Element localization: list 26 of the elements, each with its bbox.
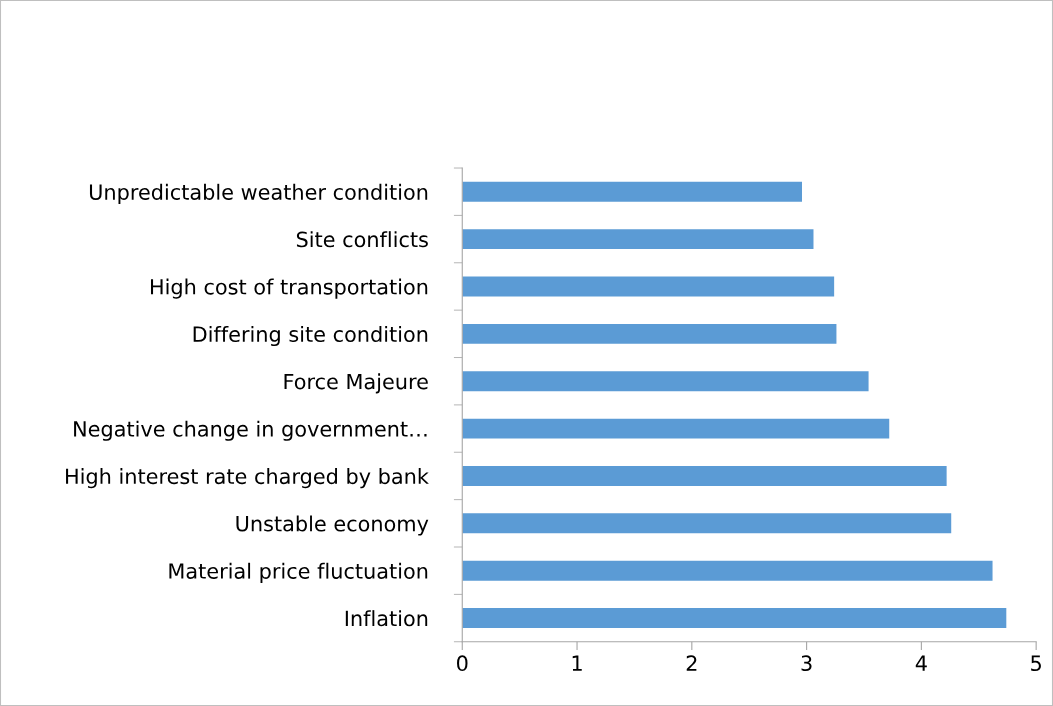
y-tick-label: Material price fluctuation (169, 562, 428, 583)
bar (462, 371, 869, 392)
y-tick-label: Unstable economy (236, 515, 429, 536)
x-tick-label: 5 (1031, 655, 1041, 672)
bar (462, 276, 835, 297)
bar (462, 560, 993, 581)
x-tick-label: 3 (801, 655, 812, 672)
bar (462, 418, 890, 439)
y-tick-label: Negative change in government… (74, 420, 427, 441)
bar (462, 608, 1007, 629)
x-tick-label: 1 (572, 655, 582, 671)
bar (462, 181, 803, 202)
bar (462, 513, 952, 534)
y-tick-label: Inflation (345, 610, 428, 627)
y-tick-label: High interest rate charged by bank (66, 468, 429, 489)
x-tick-label: 4 (915, 655, 927, 671)
y-tick-label: Force Majeure (284, 373, 428, 394)
x-tick-label: 0 (457, 655, 468, 672)
y-tick-label: Differing site condition (193, 325, 428, 347)
bar (462, 323, 837, 344)
bar (462, 466, 947, 486)
bar (462, 229, 814, 250)
x-tick-label: 2 (686, 655, 697, 671)
y-tick-label: Site conflicts (296, 231, 428, 248)
y-tick-label: Unpredictable weather condition (89, 183, 428, 204)
y-tick-label: High cost of transportation (150, 278, 428, 299)
